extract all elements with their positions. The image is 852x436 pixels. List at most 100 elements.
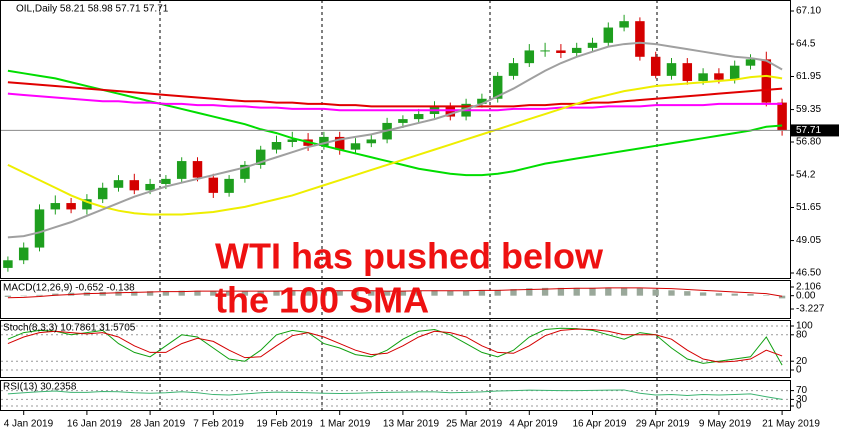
candle-body [161, 178, 171, 184]
histogram-bar [620, 287, 628, 296]
candle-body [666, 63, 677, 76]
annotation: WTI has pushed below [215, 236, 604, 277]
candle-body [777, 102, 787, 131]
histogram-bar [352, 291, 359, 296]
histogram-bar [778, 295, 786, 299]
histogram-bar [526, 288, 533, 296]
candle-body [745, 59, 756, 66]
histogram-bar [494, 289, 501, 296]
macd-panel [0, 280, 791, 319]
y-tick-label: 56.80 [796, 137, 821, 148]
histogram-bar [462, 290, 470, 296]
histogram-bar [210, 291, 217, 296]
x-tick-label: 29 Apr 2019 [636, 419, 690, 430]
histogram-bar [320, 290, 328, 296]
y-tick-label: -3.227 [796, 304, 825, 315]
x-tick-label: 25 Mar 2019 [446, 419, 503, 430]
candle-body [50, 203, 61, 210]
candle-body [82, 199, 92, 210]
last-price-label: 57.71 [796, 125, 821, 136]
histogram-bar [510, 289, 517, 296]
candle-body [287, 139, 298, 142]
histogram-bar [447, 290, 454, 296]
histogram-bar [573, 287, 580, 296]
indicator-title: MACD(12,26,9) -0.652 -0.138 [3, 283, 135, 294]
y-tick-label: 20 [796, 356, 808, 367]
indicator-title: RSI(13) 30.2358 [3, 382, 77, 393]
x-tick-label: 16 Apr 2019 [573, 419, 627, 430]
y-tick-label: 2.106 [796, 282, 821, 293]
histogram-bar [763, 295, 770, 296]
x-tick-label: 21 May 2019 [762, 419, 820, 430]
histogram-bar [557, 287, 565, 296]
candle-body [635, 21, 645, 57]
histogram-bar [589, 287, 596, 296]
candle-body [66, 203, 76, 210]
x-tick-label: 19 Feb 2019 [257, 419, 314, 430]
candle-body [208, 177, 219, 193]
histogram-bar [289, 290, 296, 296]
indicator-line [7, 92, 783, 112]
histogram-bar [336, 290, 343, 296]
candle-body [176, 161, 187, 179]
y-tick-label: 0 [796, 365, 802, 376]
candle-body [682, 63, 693, 81]
candle-body [508, 63, 519, 76]
x-tick-label: 9 May 2019 [699, 419, 752, 430]
histogram-bar [652, 289, 659, 296]
histogram-bar [605, 287, 612, 296]
stoch-panel [0, 320, 791, 378]
y-tick-label: 46.50 [796, 268, 821, 279]
candle-body [271, 142, 282, 150]
annotation: the 100 SMA [215, 280, 429, 321]
histogram-bar [257, 291, 264, 296]
y-tick-label: 67.10 [796, 6, 821, 17]
histogram-bar [241, 291, 249, 296]
histogram-bar [304, 290, 312, 296]
y-tick-label: 80 [796, 329, 808, 340]
candle-body [192, 161, 203, 178]
candle-body [398, 119, 408, 123]
x-tick-label: 28 Jan 2019 [130, 419, 185, 430]
histogram-bar [684, 291, 691, 296]
histogram-bar [115, 291, 122, 296]
candle-body [366, 139, 377, 144]
histogram-bar [399, 290, 407, 296]
histogram-bar [431, 290, 438, 296]
histogram-bar [636, 288, 644, 296]
candle-body [619, 21, 629, 28]
indicator-line [7, 389, 783, 400]
histogram-bar [99, 291, 106, 296]
chart-title: OIL,Daily 58.21 58.98 57.71 57.71 [16, 4, 169, 15]
histogram-bar [162, 291, 170, 296]
y-tick-label: 51.65 [796, 202, 821, 213]
histogram-bar [20, 295, 27, 297]
histogram-bar [273, 290, 280, 296]
candle-body [571, 47, 582, 53]
x-tick-label: 7 Feb 2019 [193, 419, 244, 430]
y-tick-label: 0.00 [796, 290, 816, 301]
histogram-bar [383, 291, 391, 296]
candle-body [556, 50, 566, 53]
indicator-line [7, 81, 783, 108]
candle-body [445, 106, 456, 117]
histogram-bar [52, 293, 59, 296]
candle-body [477, 98, 487, 104]
y-tick-label: 100 [796, 321, 813, 332]
price-panel [0, 0, 791, 279]
candle-body [714, 73, 724, 80]
histogram-bar [225, 291, 233, 296]
last-price-box [791, 124, 839, 137]
histogram-bar [731, 293, 738, 296]
y-tick-label: 0 [796, 401, 802, 412]
x-tick-label: 4 Apr 2019 [509, 419, 558, 430]
x-tick-label: 4 Jan 2019 [4, 419, 54, 430]
candle-body [334, 136, 345, 150]
histogram-bar [699, 292, 707, 296]
y-tick-label: 30 [796, 394, 808, 405]
candle-body [761, 59, 772, 103]
candle-body [319, 136, 329, 146]
candle-body [603, 27, 614, 43]
candle-body [587, 42, 598, 48]
